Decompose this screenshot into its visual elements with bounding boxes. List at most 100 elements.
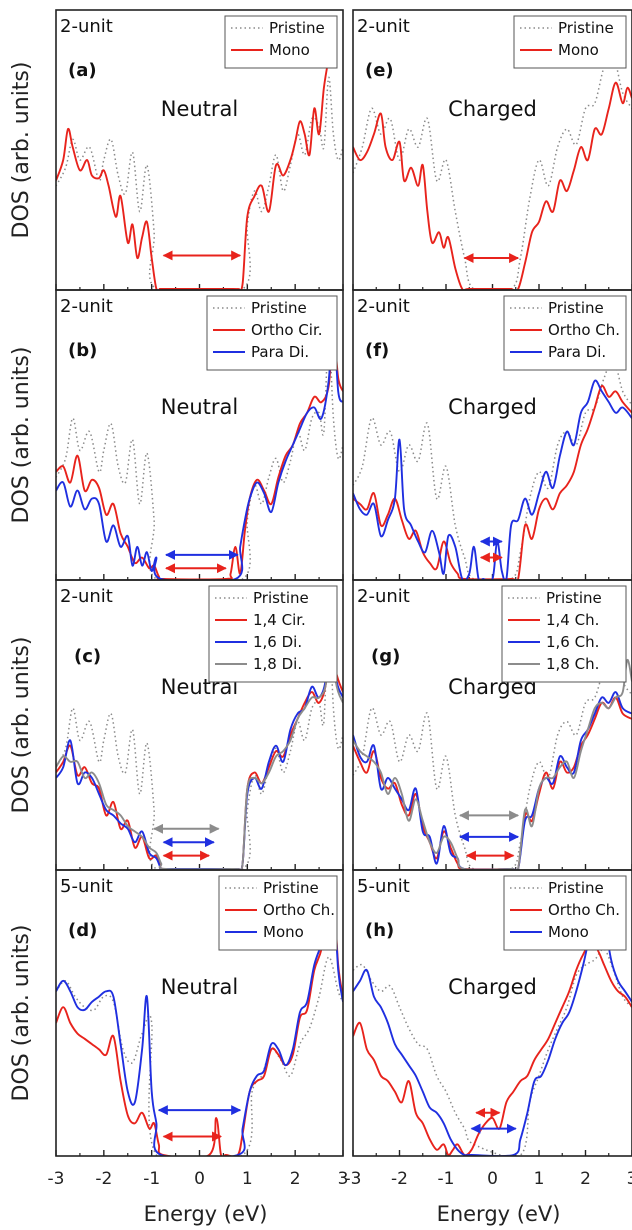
panel-letter: (c) — [74, 646, 101, 667]
legend: Pristine Mono — [513, 15, 627, 69]
unit-label: 2-unit — [60, 16, 113, 37]
panel-letter: (d) — [68, 920, 97, 941]
panel-d: 5-unit (d) Neutral Pristine Ortho Ch. Mono -3 -… — [48, 869, 349, 1189]
unit-label: 5-unit — [60, 876, 113, 897]
x-tick-label: 3 — [338, 1169, 349, 1189]
legend-box — [208, 585, 338, 683]
plot-area — [56, 605, 343, 870]
legend: Pristine 1,4 Cir. 1,6 Di. 1,8 Di. — [208, 585, 338, 683]
x-tick-label: 1 — [534, 1169, 545, 1189]
plot-area — [353, 358, 632, 580]
x-tick-label: -3 — [345, 1169, 362, 1189]
panel-letter: (a) — [68, 60, 97, 81]
legend-label: Mono — [263, 923, 304, 941]
panel-frame — [352, 869, 632, 1157]
legend: Pristine Ortho Ch. Para Di. — [503, 295, 627, 371]
chart-panels: 2-unit (a) Neutral Pristine Mono 2-unit (e) Cha… — [48, 9, 632, 1189]
x-tick-label: 3 — [627, 1169, 632, 1189]
series-line-ortho-ch- — [353, 384, 632, 580]
state-label: Neutral — [161, 97, 239, 121]
y-axis-title: DOS (arb. units) — [9, 347, 34, 524]
state-label: Charged — [448, 395, 537, 419]
x-tick-label: 2 — [580, 1169, 591, 1189]
unit-label: 2-unit — [60, 296, 113, 317]
panel-h: 5-unit (h) Charged Pristine Ortho Ch. Mono -3 -… — [345, 869, 632, 1189]
legend-label: Pristine — [269, 19, 325, 37]
series-line-mono — [353, 81, 632, 290]
series-line-1-8-ch- — [353, 659, 632, 870]
x-tick-label: 0 — [194, 1169, 205, 1189]
y-axis-title: DOS (arb. units) — [9, 925, 34, 1102]
x-tick-label: -3 — [48, 1169, 65, 1189]
x-tick-label: -1 — [438, 1169, 455, 1189]
panel-a: 2-unit (a) Neutral Pristine Mono — [55, 9, 344, 291]
y-axis-labels: DOS (arb. units) DOS (arb. units) DOS (arb… — [9, 62, 34, 1102]
unit-label: 2-unit — [357, 586, 410, 607]
legend: Pristine Ortho Ch. Mono — [503, 875, 627, 951]
legend-label: Para Di. — [251, 343, 309, 361]
series-line-pristine — [353, 648, 632, 870]
series-line-mono — [56, 17, 335, 290]
legend-label: Ortho Cir. — [251, 321, 323, 339]
unit-label: 2-unit — [357, 16, 410, 37]
series-line-pristine — [353, 358, 632, 580]
legend-label: Ortho Ch. — [548, 321, 620, 339]
plot-area — [56, 17, 343, 290]
x-tick-label: 1 — [242, 1169, 253, 1189]
panel-frame — [55, 869, 344, 1157]
legend-label: 1,4 Ch. — [546, 611, 599, 629]
x-tick-label: 2 — [290, 1169, 301, 1189]
panel-letter: (f) — [365, 340, 389, 361]
legend-label: Pristine — [253, 589, 309, 607]
legend: Pristine Mono — [224, 15, 338, 69]
legend: Pristine Ortho Ch. Mono — [218, 875, 338, 951]
x-tick-label: -2 — [95, 1169, 112, 1189]
series-line-pristine — [56, 76, 343, 290]
panel-b: 2-unit (b) Neutral Pristine Ortho Cir. Para D… — [55, 289, 344, 581]
legend: Pristine 1,4 Ch. 1,6 Ch. 1,8 Ch. — [501, 585, 627, 683]
x-tick-label: -1 — [143, 1169, 160, 1189]
series-line-pristine — [353, 54, 632, 290]
legend: Pristine Ortho Cir. Para Di. — [206, 295, 338, 371]
series-line-1-8-di- — [56, 616, 343, 870]
legend-label: Mono — [548, 923, 589, 941]
legend-label: Pristine — [546, 589, 602, 607]
state-label: Neutral — [161, 395, 239, 419]
panel-f: 2-unit (f) Charged Pristine Ortho Ch. Para Di… — [352, 289, 632, 581]
x-axis-title: Energy (eV) — [437, 1202, 561, 1226]
panel-letter: (g) — [371, 646, 400, 667]
legend-label: Pristine — [251, 299, 307, 317]
state-label: Neutral — [161, 975, 239, 999]
plot-area — [353, 54, 632, 290]
plot-area — [353, 648, 632, 870]
panel-letter: (b) — [68, 340, 97, 361]
series-line-para-di- — [56, 320, 343, 580]
legend-label: Mono — [269, 41, 310, 59]
series-line-pristine — [56, 331, 343, 580]
unit-label: 2-unit — [357, 296, 410, 317]
series-line-para-di- — [353, 379, 632, 580]
state-label: Charged — [448, 975, 537, 999]
legend-label: Ortho Ch. — [548, 901, 620, 919]
unit-label: 5-unit — [357, 876, 410, 897]
legend-label: Mono — [558, 41, 599, 59]
legend-label: 1,6 Ch. — [546, 633, 599, 651]
legend-label: 1,8 Di. — [253, 655, 302, 673]
legend-label: Pristine — [263, 879, 319, 897]
y-axis-title: DOS (arb. units) — [9, 637, 34, 814]
unit-label: 2-unit — [60, 586, 113, 607]
series-line-ortho-ch- — [353, 942, 632, 1156]
legend-label: 1,4 Cir. — [253, 611, 306, 629]
panel-letter: (h) — [365, 920, 394, 941]
legend-label: Pristine — [548, 879, 604, 897]
legend-box — [224, 15, 338, 69]
legend-box — [513, 15, 627, 69]
panel-e: 2-unit (e) Charged Pristine Mono — [352, 9, 632, 291]
x-axis-labels: Energy (eV) Energy (eV) — [144, 1202, 561, 1226]
legend-label: 1,6 Di. — [253, 633, 302, 651]
legend-box — [206, 295, 338, 371]
legend-label: Pristine — [558, 19, 614, 37]
